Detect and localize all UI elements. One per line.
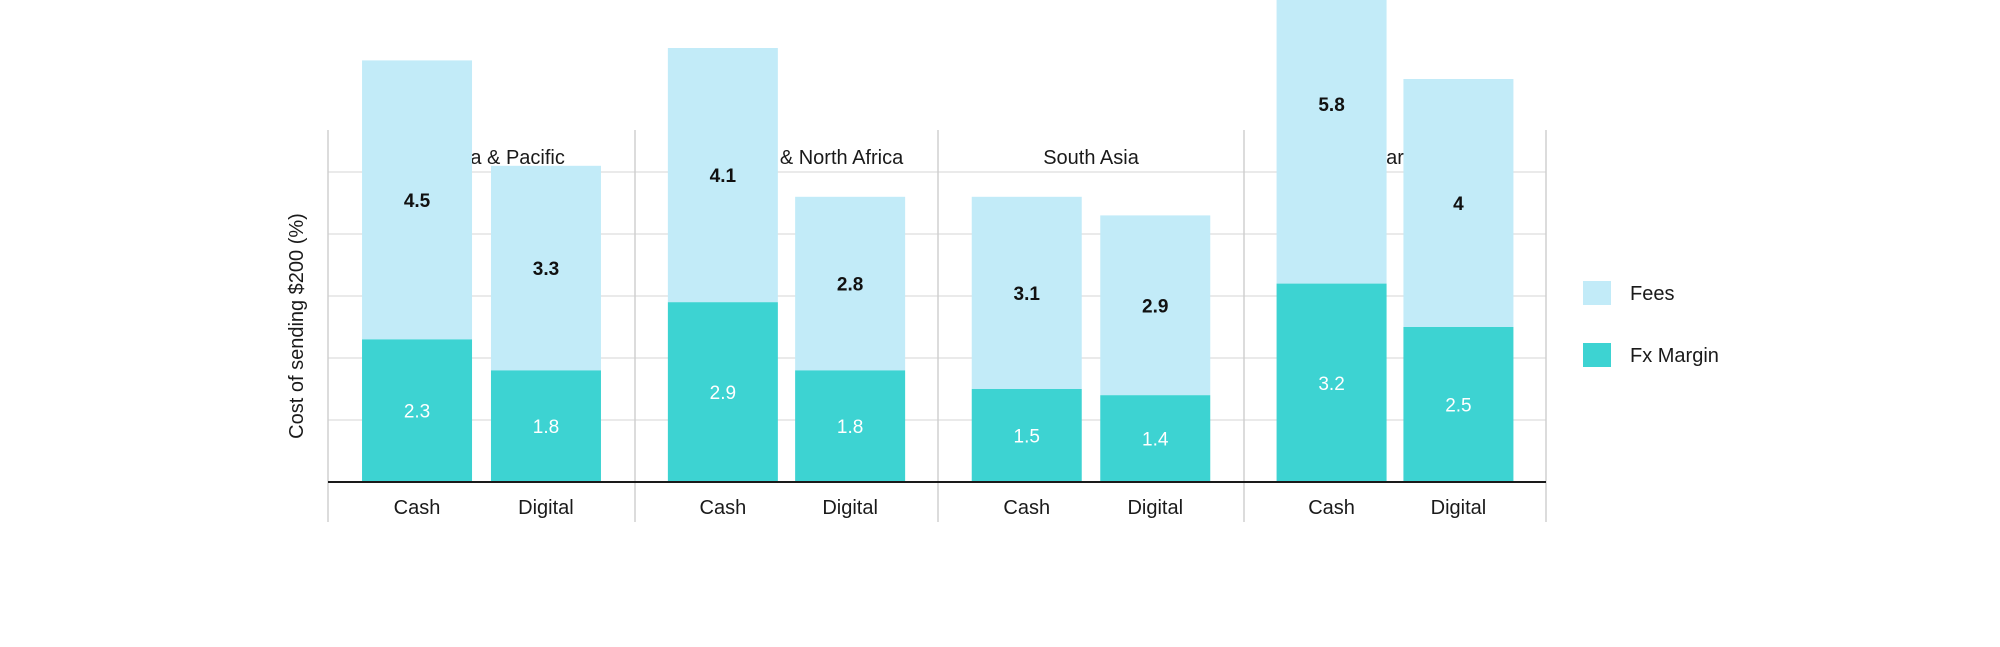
data-label-fx-margin: 2.9 [710,383,736,404]
data-label-fx-margin: 2.3 [404,402,430,423]
data-label-fees: 2.8 [837,275,863,296]
bar-fees [1403,79,1514,327]
bar-fees [667,48,778,303]
data-label-fx-margin: 1.4 [1142,430,1169,451]
legend-label-fx-margin: Fx Margin [1630,345,1719,367]
category-label: Cash [1003,497,1050,519]
bar-fx-margin [795,370,906,482]
y-axis-label: Cost of sending $200 (%) [286,213,308,439]
bar-fx-margin [971,389,1082,482]
bar-fx-margin [667,302,778,482]
data-label-fees: 3.3 [533,259,559,280]
panel-title: South Asia [1043,147,1140,169]
data-label-fees: 4.1 [710,166,737,187]
data-label-fx-margin: 1.8 [533,417,559,438]
data-label-fx-margin: 1.8 [837,417,863,438]
panel: Middle East & North Africa4.12.9Cash2.81… [667,48,906,519]
bar-fees [1100,215,1211,396]
data-label-fx-margin: 3.2 [1318,374,1344,395]
data-label-fees: 4.5 [404,191,431,212]
category-label: Digital [518,497,574,519]
panels-layer: East Asia & Pacific4.52.3Cash3.31.8Digit… [328,0,1546,519]
data-label-fees: 4 [1453,194,1464,215]
data-label-fx-margin: 1.5 [1014,427,1040,448]
category-label: Cash [1308,497,1355,519]
category-label: Cash [700,497,747,519]
bar-fees [1276,0,1387,284]
category-label: Digital [822,497,878,519]
bar-fees [971,196,1082,389]
bar-fx-margin [1100,395,1211,482]
bar-fx-margin [1276,283,1387,482]
panel: South Asia 3.1 1.5 Cash 2.9 1.4 Digital [971,147,1211,519]
data-label-fees: 3.1 [1014,284,1041,305]
category-label: Digital [1127,497,1183,519]
panel: East Asia & Pacific4.52.3Cash3.31.8Digit… [362,60,601,519]
bar-fx-margin [362,339,473,482]
bar-fees [490,165,601,371]
legend-swatch-fees [1583,281,1611,305]
legend-label-fees: Fees [1630,283,1674,305]
bar-fees [795,196,906,371]
legend-swatch-fx-margin [1583,343,1611,367]
data-label-fees: 5.8 [1318,95,1344,116]
category-label: Cash [394,497,441,519]
bar-fees [362,60,473,340]
data-label-fx-margin: 2.5 [1445,396,1471,417]
legend: Fees Fx Margin [1583,281,1719,367]
data-label-fees: 2.9 [1142,296,1168,317]
category-label: Digital [1431,497,1487,519]
bar-fx-margin [490,370,601,482]
bar-fx-margin [1403,327,1514,482]
